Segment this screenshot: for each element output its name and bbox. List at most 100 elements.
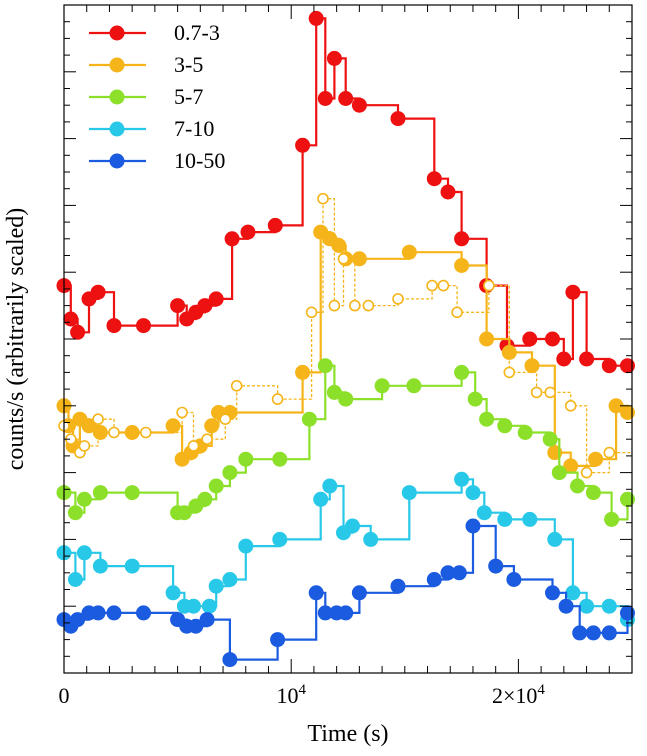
data-point xyxy=(426,171,442,187)
data-point xyxy=(222,465,238,481)
legend-marker xyxy=(109,89,125,105)
data-point xyxy=(479,411,495,427)
series-line xyxy=(64,17,632,367)
data-point xyxy=(204,418,220,434)
data-point xyxy=(551,465,567,481)
data-point xyxy=(176,406,188,419)
data-point xyxy=(108,426,120,439)
data-point xyxy=(238,451,254,467)
data-point xyxy=(547,531,563,547)
data-point xyxy=(363,531,379,547)
data-point xyxy=(313,491,329,507)
data-point xyxy=(106,605,122,621)
data-point xyxy=(401,244,417,260)
data-point xyxy=(92,558,108,574)
data-point xyxy=(222,572,238,587)
data-point xyxy=(426,572,442,587)
data-point xyxy=(186,598,201,614)
data-point xyxy=(604,511,620,527)
data-point xyxy=(601,598,617,614)
data-point xyxy=(230,379,243,392)
data-point xyxy=(522,511,538,527)
data-point xyxy=(67,572,83,587)
data-point xyxy=(565,585,581,601)
data-point xyxy=(337,252,350,265)
data-point xyxy=(497,511,513,527)
legend-entry: 3-5 xyxy=(89,52,203,77)
data-point xyxy=(579,351,595,367)
data-point xyxy=(601,625,617,641)
data-point xyxy=(454,231,470,247)
data-point xyxy=(406,378,422,394)
data-point xyxy=(524,358,540,374)
data-point xyxy=(585,485,601,501)
data-point xyxy=(136,318,151,334)
data-point xyxy=(401,485,417,501)
x-axis-label: Time (s) xyxy=(307,721,388,747)
data-point xyxy=(545,331,560,347)
data-point xyxy=(565,284,581,300)
data-point xyxy=(92,425,108,440)
data-point xyxy=(545,585,560,601)
data-point xyxy=(301,411,317,427)
data-point xyxy=(476,505,492,521)
data-point xyxy=(326,50,342,66)
data-point xyxy=(295,137,311,153)
data-point xyxy=(465,518,481,534)
data-point xyxy=(295,364,311,380)
data-point xyxy=(328,299,341,312)
legend-label: 5-7 xyxy=(174,84,203,109)
data-point xyxy=(165,585,181,601)
data-point xyxy=(272,451,288,467)
series-5 xyxy=(56,518,635,668)
data-point xyxy=(201,433,213,446)
data-point xyxy=(78,440,91,452)
data-point xyxy=(374,378,390,394)
data-point xyxy=(454,364,470,380)
series-3 xyxy=(56,358,635,527)
data-point xyxy=(603,446,616,459)
data-point xyxy=(199,612,215,628)
legend-label: 7-10 xyxy=(174,116,214,141)
data-point xyxy=(238,538,254,554)
data-point xyxy=(92,485,108,501)
data-point xyxy=(362,299,375,312)
series-layer xyxy=(56,10,635,668)
data-point xyxy=(67,505,83,521)
data-point xyxy=(176,505,192,521)
data-point xyxy=(188,618,204,634)
data-point xyxy=(601,358,617,374)
data-point xyxy=(270,632,286,648)
data-point xyxy=(124,558,140,574)
data-point xyxy=(544,386,557,399)
legend-marker xyxy=(109,121,125,137)
data-point xyxy=(308,585,324,601)
data-point xyxy=(272,531,288,547)
data-point xyxy=(351,585,367,601)
x-tick-labels: 0 104 2×104 xyxy=(59,682,546,708)
legend-label: 10-50 xyxy=(174,148,225,173)
x-tick-label: 104 xyxy=(276,682,306,708)
data-point xyxy=(271,393,284,405)
data-point xyxy=(170,298,186,314)
legend-marker xyxy=(109,153,125,169)
data-point xyxy=(483,279,495,292)
data-point xyxy=(556,351,572,367)
data-point xyxy=(454,258,470,273)
data-point xyxy=(338,391,354,407)
series-4 xyxy=(56,471,635,628)
data-point xyxy=(348,299,361,312)
legend-marker xyxy=(109,57,125,73)
data-point xyxy=(488,558,504,574)
legend-marker xyxy=(109,25,125,41)
data-point xyxy=(426,279,438,292)
y-axis-label: counts/s (arbitrarily scaled) xyxy=(3,208,29,471)
ticks-layer xyxy=(63,4,633,674)
legend-label: 0.7-3 xyxy=(174,20,220,45)
data-point xyxy=(331,238,347,253)
data-point xyxy=(451,565,467,581)
legend-entry: 0.7-3 xyxy=(89,20,220,45)
data-point xyxy=(76,491,92,507)
data-point xyxy=(345,518,360,534)
data-point xyxy=(390,578,406,594)
